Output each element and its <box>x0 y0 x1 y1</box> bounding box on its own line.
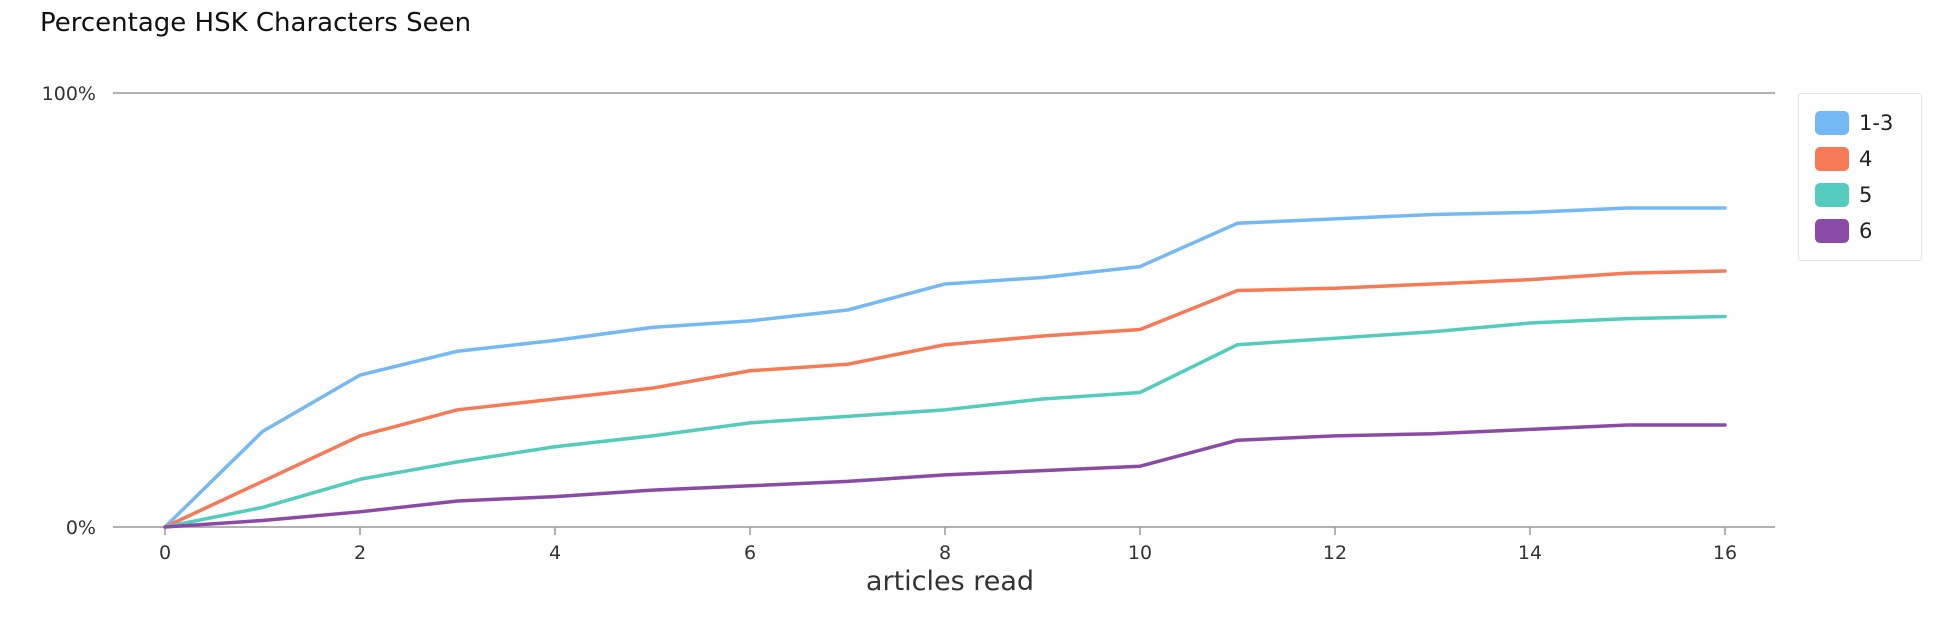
chart-title: Percentage HSK Characters Seen <box>40 8 472 38</box>
x-tick-label: 0 <box>159 542 171 564</box>
axes <box>113 92 1775 535</box>
series-line-5 <box>163 314 1727 529</box>
x-tick-label: 14 <box>1518 542 1542 564</box>
y-tick-label: 0% <box>66 517 96 539</box>
x-tick-labels: 0 2 4 6 8 10 12 14 16 <box>159 542 1737 564</box>
legend-swatch <box>1815 111 1849 135</box>
y-tick-label: 100% <box>42 83 96 105</box>
series-line-4 <box>163 269 1727 529</box>
series-lines <box>163 206 1727 529</box>
legend: 1-3 4 5 6 <box>1798 93 1922 261</box>
legend-swatch <box>1815 183 1849 207</box>
x-tick-label: 4 <box>549 542 561 564</box>
legend-swatch <box>1815 147 1849 171</box>
legend-item-5: 5 <box>1815 180 1872 210</box>
x-tick-label: 10 <box>1128 542 1152 564</box>
y-tick-labels: 0% 100% <box>42 83 96 539</box>
x-tick-label: 16 <box>1713 542 1737 564</box>
legend-label: 1-3 <box>1859 111 1894 135</box>
legend-swatch <box>1815 219 1849 243</box>
x-tick-label: 2 <box>354 542 366 564</box>
legend-label: 6 <box>1859 219 1873 243</box>
series-line-6 <box>163 423 1727 529</box>
legend-label: 4 <box>1859 147 1873 171</box>
series-line-1-3 <box>163 206 1727 529</box>
legend-item-6: 6 <box>1815 216 1872 246</box>
x-tick-label: 8 <box>939 542 951 564</box>
legend-item-1-3: 1-3 <box>1815 108 1893 138</box>
x-tick-label: 12 <box>1323 542 1347 564</box>
x-axis-label: articles read <box>866 566 1034 597</box>
legend-label: 5 <box>1859 183 1873 207</box>
legend-item-4: 4 <box>1815 144 1872 174</box>
x-tick-label: 6 <box>744 542 756 564</box>
